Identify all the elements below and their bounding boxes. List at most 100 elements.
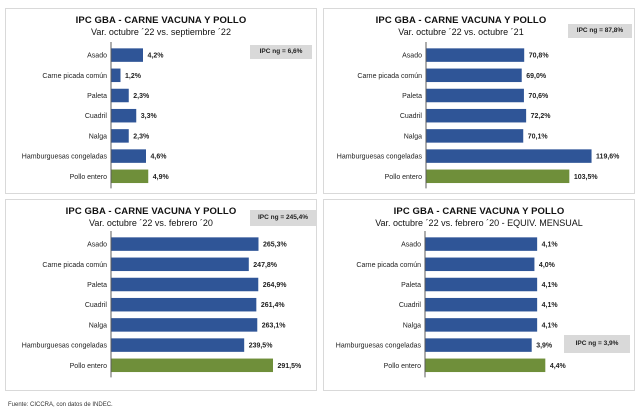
value-label: 247,8% xyxy=(253,262,278,269)
chart-title: IPC GBA - CARNE VACUNA Y POLLO xyxy=(75,15,247,26)
category-label: Nalga xyxy=(404,133,422,140)
chart-title: IPC GBA - CARNE VACUNA Y POLLO xyxy=(65,206,237,217)
value-label: 261,4% xyxy=(261,302,286,309)
category-label: Pollo entero xyxy=(385,174,422,181)
value-label: 4,1% xyxy=(542,302,559,309)
category-label: Paleta xyxy=(87,93,107,100)
bar-nalga xyxy=(426,129,524,143)
bar-cuadril xyxy=(425,297,538,312)
chart-subtitle: Var. octubre ´22 vs. febrero ´20 - EQUIV… xyxy=(375,218,583,228)
category-label: Paleta xyxy=(401,282,421,289)
bar-carne-picada-com-n xyxy=(111,257,249,272)
category-label: Hamburguesas congeladas xyxy=(336,343,422,350)
chart-panel-monthly-equiv: IPC GBA - CARNE VACUNA Y POLLO Var. octu… xyxy=(323,199,635,391)
value-label: 291,5% xyxy=(278,363,303,370)
value-label: 1,2% xyxy=(125,73,142,80)
bar-paleta xyxy=(426,88,524,103)
category-label: Carne picada común xyxy=(356,262,421,269)
bar-pollo-entero xyxy=(111,358,274,373)
value-label: 3,3% xyxy=(141,113,158,120)
category-label: Carne picada común xyxy=(357,73,422,80)
category-label: Cuadril xyxy=(85,302,108,309)
bar-nalga xyxy=(111,318,258,332)
bar-asado xyxy=(111,48,143,62)
category-label: Hamburguesas congeladas xyxy=(337,154,423,161)
value-label: 70,8% xyxy=(529,53,550,60)
value-label: 4,0% xyxy=(539,262,556,269)
chart-panel-since-feb20: IPC GBA - CARNE VACUNA Y POLLO Var. octu… xyxy=(5,199,317,391)
value-label: 2,3% xyxy=(133,93,150,100)
ipc-badge: IPC ng = 245,4% xyxy=(250,210,316,226)
value-label: 265,3% xyxy=(263,242,288,249)
bar-asado xyxy=(426,48,525,62)
category-label: Hamburguesas congeladas xyxy=(22,154,108,161)
category-label: Asado xyxy=(401,242,421,249)
category-label: Pollo entero xyxy=(70,174,107,181)
category-label: Nalga xyxy=(89,322,107,329)
value-label: 72,2% xyxy=(531,113,552,120)
bar-asado xyxy=(111,237,259,251)
value-label: 103,5% xyxy=(574,174,599,181)
bar-carne-picada-com-n xyxy=(426,68,522,83)
bar-hamburguesas-congeladas xyxy=(111,338,245,352)
category-label: Carne picada común xyxy=(42,73,107,80)
value-label: 70,1% xyxy=(528,133,549,140)
category-label: Pollo entero xyxy=(70,363,107,370)
chart-subtitle: Var. octubre ´22 vs. octubre ´21 xyxy=(398,27,524,37)
category-label: Asado xyxy=(87,53,107,60)
category-label: Pollo entero xyxy=(384,363,421,370)
bar-cuadril xyxy=(111,297,257,312)
bar-chart: Asado 70,8% Carne picada común 69,0% Paleta 7… xyxy=(337,42,620,189)
source-footer: Fuente: CICCRA, con datos de INDEC. xyxy=(8,402,113,408)
category-label: Nalga xyxy=(89,133,107,140)
category-label: Carne picada común xyxy=(42,262,107,269)
category-label: Nalga xyxy=(403,322,421,329)
value-label: 70,6% xyxy=(528,93,549,100)
category-label: Cuadril xyxy=(85,113,108,120)
value-label: 4,9% xyxy=(153,174,170,181)
category-label: Cuadril xyxy=(399,302,422,309)
bar-chart: Asado 4,2% Carne picada común 1,2% Paleta 2,3… xyxy=(22,42,170,189)
value-label: 263,1% xyxy=(262,322,287,329)
bar-cuadril xyxy=(426,108,527,123)
category-label: Cuadril xyxy=(400,113,423,120)
bar-hamburguesas-congeladas xyxy=(425,338,532,352)
bar-hamburguesas-congeladas xyxy=(111,149,146,163)
bar-asado xyxy=(425,237,538,251)
bar-paleta xyxy=(425,277,538,292)
chart-subtitle: Var. octubre ´22 vs. septiembre ´22 xyxy=(91,27,231,37)
value-label: 2,3% xyxy=(133,133,150,140)
chart-title: IPC GBA - CARNE VACUNA Y POLLO xyxy=(375,15,547,26)
value-label: 4,1% xyxy=(542,282,559,289)
chart-panel-yearly: IPC GBA - CARNE VACUNA Y POLLO Var. octu… xyxy=(323,8,635,194)
category-label: Asado xyxy=(402,53,422,60)
ipc-badge: IPC ng = 87,8% xyxy=(568,24,632,38)
bar-nalga xyxy=(111,129,129,143)
bar-cuadril xyxy=(111,108,137,123)
bar-carne-picada-com-n xyxy=(111,68,121,83)
ipc-badge: IPC ng = 3,9% xyxy=(564,335,630,353)
bar-chart: Asado 4,1% Carne picada común 4,0% Paleta 4,1… xyxy=(336,231,567,378)
value-label: 4,1% xyxy=(542,322,559,329)
value-label: 4,1% xyxy=(542,242,559,249)
bar-pollo-entero xyxy=(426,169,570,184)
bar-carne-picada-com-n xyxy=(425,257,535,272)
value-label: 69,0% xyxy=(526,73,547,80)
bar-chart: Asado 265,3% Carne picada común 247,8% Palet… xyxy=(22,231,303,378)
category-label: Paleta xyxy=(402,93,422,100)
value-label: 3,9% xyxy=(536,343,553,350)
bar-pollo-entero xyxy=(111,169,149,184)
chart-subtitle: Var. octubre ´22 vs. febrero ´20 xyxy=(89,218,213,228)
value-label: 239,5% xyxy=(249,343,274,350)
value-label: 119,6% xyxy=(596,154,620,161)
chart-panel-monthly: IPC GBA - CARNE VACUNA Y POLLO Var. octu… xyxy=(5,8,317,194)
chart-title: IPC GBA - CARNE VACUNA Y POLLO xyxy=(393,206,565,217)
value-label: 264,9% xyxy=(263,282,288,289)
bar-hamburguesas-congeladas xyxy=(426,149,592,163)
ipc-badge: IPC ng = 6,6% xyxy=(250,45,312,59)
bar-nalga xyxy=(425,318,538,332)
category-label: Hamburguesas congeladas xyxy=(22,343,108,350)
value-label: 4,4% xyxy=(550,363,567,370)
category-label: Asado xyxy=(87,242,107,249)
bar-pollo-entero xyxy=(425,358,546,373)
